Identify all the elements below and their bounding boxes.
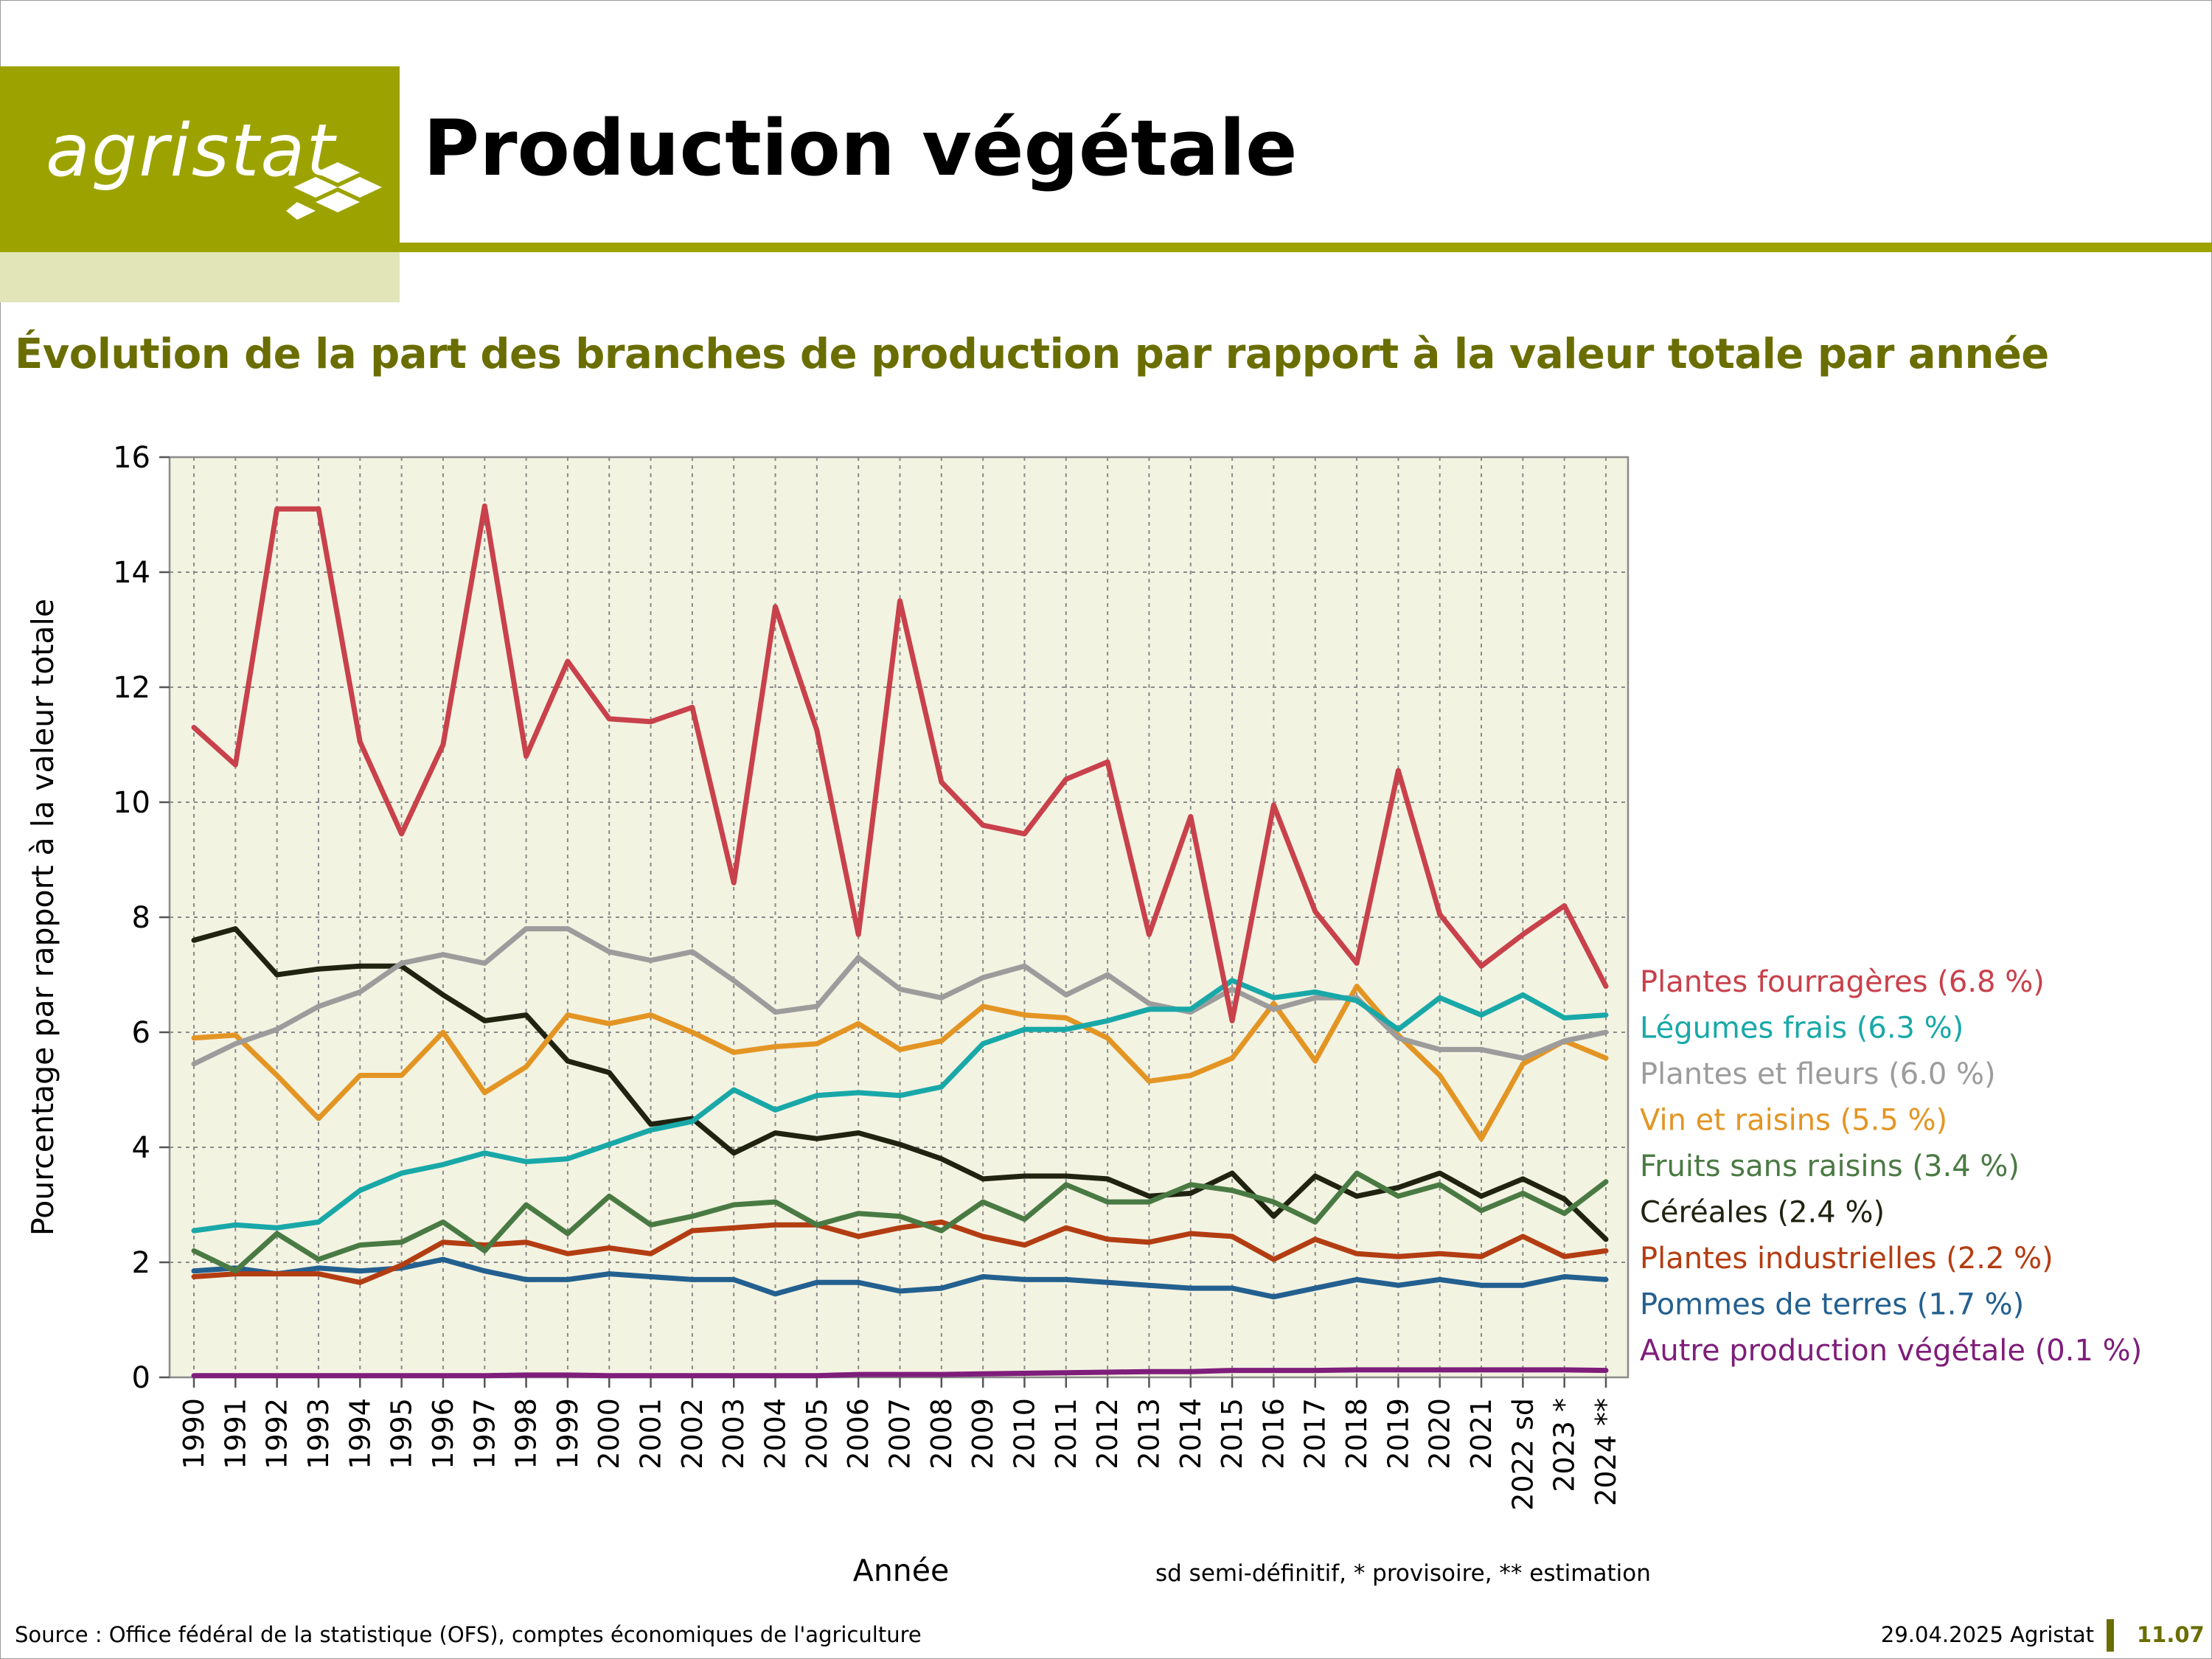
- x-tick-label: 2004: [759, 1398, 792, 1470]
- x-axis-ticks: 1990 1991 1992 1993 1994 1995 1996 1997 1998 1999…: [178, 1377, 1622, 1511]
- page-title: Production végétale: [423, 103, 1298, 193]
- x-tick-label: 2014: [1175, 1398, 1207, 1470]
- series-line-1: [191, 978, 1609, 1234]
- y-tick-label: 8: [132, 901, 150, 935]
- y-tick-label: 14: [113, 556, 150, 590]
- logo-text: agristat: [46, 109, 336, 193]
- legend-entry-2: Plantes et fleurs (6.0 %): [1640, 1057, 1996, 1091]
- legend: Plantes fourragères (6.8 %) Légumes frais…: [1640, 965, 2142, 1368]
- series-line-7: [191, 1256, 1609, 1300]
- y-tick-label: 0: [132, 1361, 150, 1395]
- x-tick-label: 2006: [842, 1398, 874, 1470]
- legend-entry-4: Fruits sans raisins (3.4 %): [1640, 1150, 2020, 1183]
- chart-subtitle: Évolution de la part des branches de pro…: [15, 330, 2049, 378]
- header-rule: [400, 243, 2212, 252]
- x-tick-label: 2012: [1091, 1398, 1124, 1470]
- x-tick-label: 2013: [1133, 1398, 1165, 1470]
- x-tick-label: 2024 **: [1590, 1398, 1622, 1506]
- x-tick-label: 1998: [510, 1398, 543, 1470]
- logo-sub-panel: [0, 252, 400, 302]
- y-axis-ticks: 0 2 4 6 8 10 12 14 16: [113, 441, 170, 1395]
- x-tick-label: 2002: [676, 1398, 709, 1470]
- x-tick-label: 2015: [1216, 1398, 1248, 1470]
- x-tick-label: 2011: [1050, 1398, 1082, 1470]
- y-tick-label: 10: [113, 786, 150, 820]
- series-line-8: [191, 1367, 1609, 1379]
- legend-entry-6: Plantes industrielles (2.2 %): [1640, 1242, 2053, 1276]
- x-tick-label: 1997: [468, 1398, 501, 1470]
- footer-date: 29.04.2025 Agristat: [1880, 1622, 2094, 1647]
- x-tick-label: 1990: [178, 1398, 210, 1470]
- series-line-6: [191, 1219, 1609, 1285]
- x-tick-label: 2005: [801, 1398, 833, 1470]
- x-tick-label: 2001: [635, 1398, 667, 1470]
- x-tick-label: 1991: [219, 1398, 251, 1470]
- agristat-diamonds-icon: [286, 162, 382, 220]
- series-line-0: [191, 503, 1609, 1023]
- x-tick-label: 2009: [967, 1398, 999, 1470]
- x-tick-label: 2007: [884, 1398, 917, 1470]
- series-line-3: [191, 984, 1609, 1141]
- x-tick-label: 2018: [1340, 1398, 1373, 1470]
- legend-entry-7: Pommes de terres (1.7 %): [1640, 1288, 2024, 1322]
- footer-source: Source : Office fédéral de la statistiqu…: [15, 1622, 922, 1647]
- footer-page-number: 11.07: [2137, 1622, 2205, 1647]
- series-line-5: [191, 926, 1609, 1242]
- x-tick-label: 1995: [386, 1398, 418, 1470]
- y-tick-label: 6: [132, 1016, 150, 1050]
- x-tick-label: 2000: [593, 1398, 625, 1470]
- footer-divider: [2107, 1619, 2114, 1652]
- x-tick-label: 1992: [261, 1398, 293, 1470]
- footnote-legend: sd semi-définitif, * provisoire, ** esti…: [1155, 1560, 1651, 1587]
- x-tick-label: 1993: [302, 1398, 335, 1470]
- y-tick-label: 2: [132, 1246, 150, 1280]
- x-tick-label: 2023 *: [1548, 1398, 1581, 1492]
- x-tick-label: 2021: [1465, 1398, 1498, 1470]
- legend-entry-8: Autre production végétale (0.1 %): [1640, 1334, 2142, 1368]
- y-tick-label: 4: [132, 1131, 150, 1165]
- x-tick-label: 2019: [1382, 1398, 1414, 1470]
- x-tick-label: 2003: [717, 1398, 750, 1470]
- x-tick-label: 1994: [344, 1398, 376, 1470]
- plot-area: [170, 457, 1628, 1377]
- x-tick-label: 2016: [1257, 1398, 1290, 1470]
- y-tick-label: 16: [113, 441, 150, 475]
- x-tick-label: 2020: [1424, 1398, 1456, 1470]
- x-tick-label: 1999: [552, 1398, 584, 1470]
- x-axis-label: Année: [853, 1553, 949, 1588]
- x-tick-label: 1996: [427, 1398, 459, 1470]
- legend-entry-1: Légumes frais (6.3 %): [1640, 1012, 1964, 1046]
- legend-entry-3: Vin et raisins (5.5 %): [1640, 1104, 1947, 1138]
- x-tick-label: 2008: [925, 1398, 958, 1470]
- y-axis-label: Pourcentage par rapport à la valeur tota…: [25, 599, 60, 1236]
- series-line-4: [191, 1170, 1609, 1274]
- y-tick-label: 12: [113, 671, 150, 705]
- legend-entry-5: Céréales (2.4 %): [1640, 1196, 1885, 1230]
- series-lines: [191, 503, 1609, 1379]
- x-tick-label: 2017: [1299, 1398, 1332, 1470]
- logo-panel: [0, 66, 400, 252]
- x-tick-label: 2010: [1008, 1398, 1040, 1470]
- legend-entry-0: Plantes fourragères (6.8 %): [1640, 965, 2045, 999]
- x-tick-label: 2022 sd: [1506, 1398, 1539, 1511]
